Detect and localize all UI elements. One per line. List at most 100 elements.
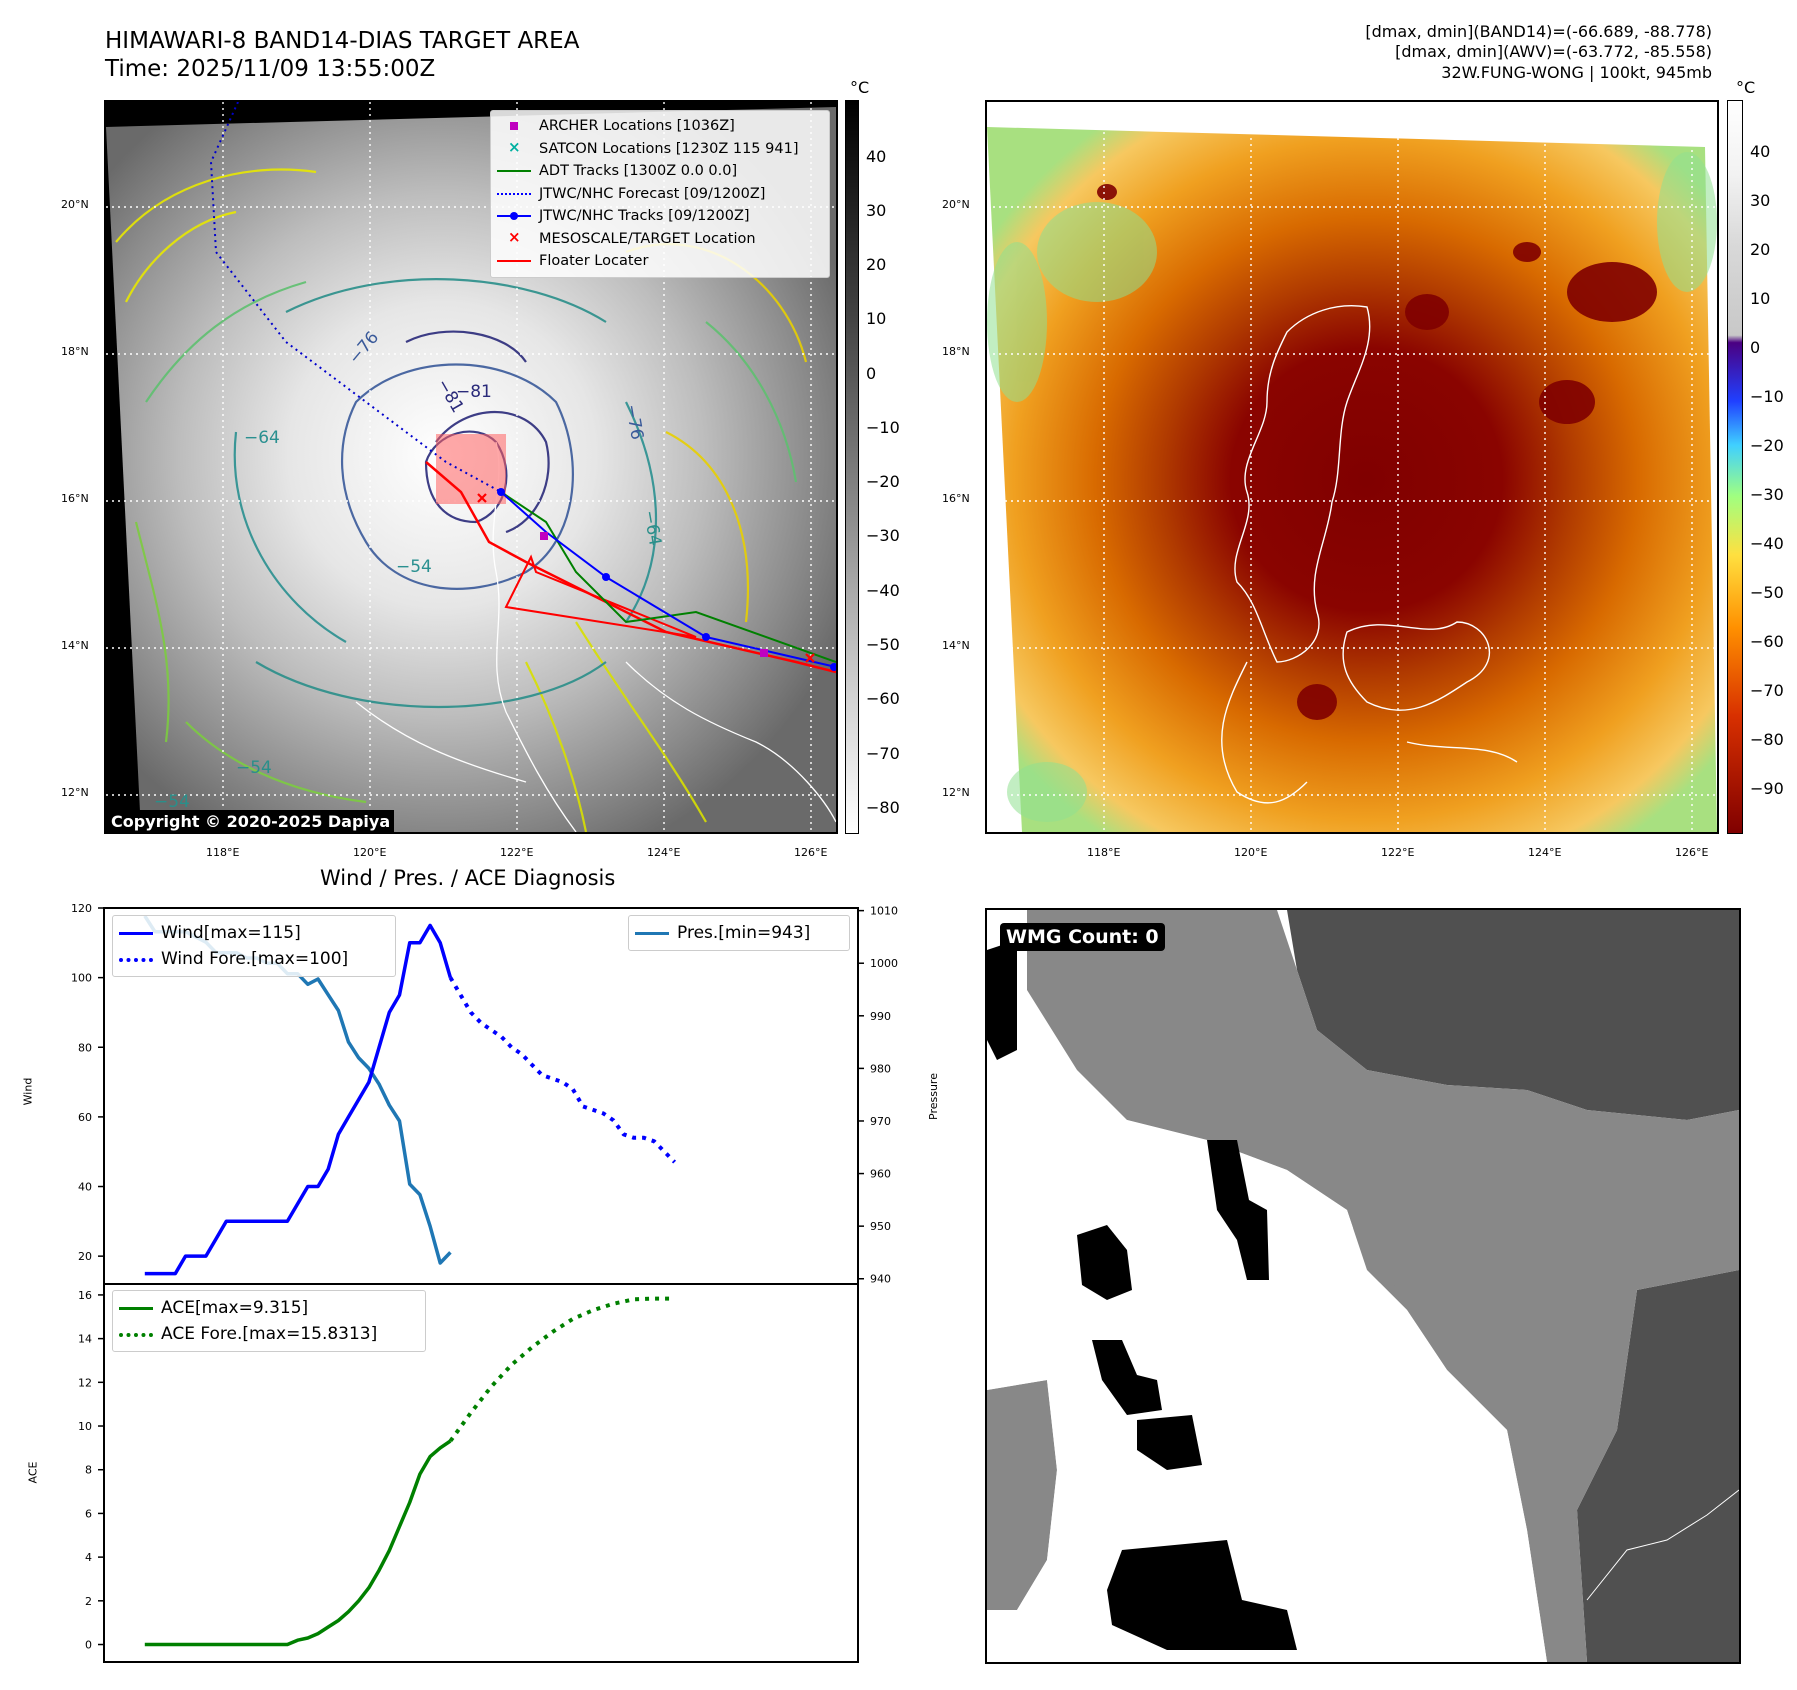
colorbar-tick: −10: [1750, 387, 1784, 406]
legend-item-ace-forecast: ACE Fore.[max=15.8313]: [119, 1321, 419, 1347]
legend-item-jtwc-tracks: JTWC/NHC Tracks [09/1200Z]: [497, 205, 823, 228]
legend-item-wind: Wind[max=115]: [119, 920, 389, 946]
legend-item-wind-forecast: Wind Fore.[max=100]: [119, 946, 389, 972]
lat-label: 16°N: [942, 492, 970, 505]
colorbar-tick: 0: [866, 364, 877, 383]
contour-label: −54: [396, 557, 432, 577]
colorbar-tick: −70: [1750, 681, 1784, 700]
ace-tick-label: 2: [85, 1595, 92, 1608]
lon-label: 120°E: [353, 846, 387, 859]
legend-item-pressure: Pres.[min=943]: [635, 920, 843, 946]
pressure-legend: Pres.[min=943]: [628, 915, 850, 951]
copyright: Copyright © 2020-2025 Dapiya: [107, 810, 395, 832]
ace-series-line: [144, 1439, 452, 1647]
lon-label: 122°E: [500, 846, 534, 859]
lon-label: 120°E: [1234, 846, 1268, 859]
dotted-line-icon: [497, 187, 531, 201]
ir-color-map: [985, 100, 1719, 834]
lon-label: 126°E: [794, 846, 828, 859]
colorbar-tick: 30: [866, 201, 887, 220]
lat-label: 18°N: [61, 345, 89, 358]
colorbar-tick: 10: [866, 309, 887, 328]
diagnosis-title: Wind / Pres. / ACE Diagnosis: [320, 866, 616, 890]
ace-tick-label: 12: [78, 1376, 92, 1389]
pressure-tick-label: 980: [870, 1062, 891, 1075]
wmg-graphic: [987, 910, 1739, 1662]
line-icon: [497, 254, 531, 268]
colorbar-tick: −80: [1750, 730, 1784, 749]
wind-forecast-series-line: [448, 976, 677, 1164]
line-icon: [119, 1301, 153, 1315]
lat-label: 14°N: [61, 639, 89, 652]
colorbar-unit: °C: [1736, 78, 1756, 97]
ace-plot: [144, 1296, 675, 1647]
colorbar-tick: −20: [866, 472, 900, 491]
dotted-line-icon: [119, 952, 153, 966]
legend-item-satcon: × SATCON Locations [1230Z 115 941]: [497, 138, 823, 161]
colorbar-tick: −50: [1750, 583, 1784, 602]
pressure-axis-label: Pressure: [926, 1073, 940, 1120]
chart-time: Time: 2025/11/09 13:55:00Z: [105, 56, 436, 82]
lat-label: 12°N: [942, 786, 970, 799]
lat-label: 18°N: [942, 345, 970, 358]
line-icon: [119, 926, 153, 940]
colorbar-tick: −30: [866, 526, 900, 545]
colorbar-tick: 10: [1750, 289, 1771, 308]
colorbar-tick: 40: [866, 147, 887, 166]
chart-title: HIMAWARI-8 BAND14-DIAS TARGET AREA: [105, 28, 580, 54]
contour-label: −64: [244, 428, 280, 448]
colorbar-tick: −80: [866, 798, 900, 817]
colorbar-tick: −50: [866, 635, 900, 654]
square-marker-icon: [497, 119, 531, 133]
line-icon: [635, 926, 669, 940]
colorbar-tick: −60: [866, 689, 900, 708]
colorbar-tick: −40: [866, 581, 900, 600]
contour-label: −81: [456, 382, 492, 402]
colorbar-tick: −70: [866, 744, 900, 763]
lat-label: 16°N: [61, 492, 89, 505]
legend-item-mesoscale: × MESOSCALE/TARGET Location: [497, 228, 823, 251]
info-storm: 32W.FUNG-WONG | 100kt, 945mb: [1441, 63, 1712, 82]
wind-series-line: [144, 923, 453, 1276]
line-dot-icon: [497, 209, 531, 223]
line-icon: [497, 164, 531, 178]
wind-tick-label: 120: [71, 902, 92, 915]
info-band14-range: [dmax, dmin](BAND14)=(-66.689, -88.778): [1365, 22, 1712, 41]
legend-item-ace: ACE[max=9.315]: [119, 1295, 419, 1321]
colorbar-tick: −40: [1750, 534, 1784, 553]
ace-tick-label: 10: [78, 1420, 92, 1433]
ace-tick-label: 16: [78, 1289, 92, 1302]
wmg-count-badge: WMG Count: 0: [1000, 923, 1165, 951]
ace-forecast-series-line: [448, 1296, 675, 1443]
legend-item-archer: ARCHER Locations [1036Z]: [497, 115, 823, 138]
lat-label: 14°N: [942, 639, 970, 652]
wind-tick-label: 80: [78, 1041, 92, 1054]
ir-color-map-graphic: [987, 102, 1717, 832]
lat-label: 20°N: [942, 198, 970, 211]
colorbar-tick: −90: [1750, 779, 1784, 798]
lon-label: 122°E: [1381, 846, 1415, 859]
contour-label: −54: [154, 792, 190, 812]
pressure-tick-label: 940: [870, 1273, 891, 1286]
ace-tick-label: 0: [85, 1639, 92, 1652]
pressure-tick-label: 1000: [870, 957, 898, 970]
wind-legend: Wind[max=115] Wind Fore.[max=100]: [112, 915, 396, 977]
lon-label: 118°E: [1087, 846, 1121, 859]
lon-label: 118°E: [206, 846, 240, 859]
colorbar-tick: 0: [1750, 338, 1761, 357]
colorbar-tick: −20: [1750, 436, 1784, 455]
pressure-tick-label: 960: [870, 1168, 891, 1181]
pressure-tick-label: 970: [870, 1115, 891, 1128]
dotted-line-icon: [119, 1327, 153, 1341]
ir-contour-map: −81 −76 −81 −64 −76 −64 −54 −54 −54 ARCH…: [104, 100, 838, 834]
wind-tick-label: 100: [71, 972, 92, 985]
ace-legend: ACE[max=9.315] ACE Fore.[max=15.8313]: [112, 1290, 426, 1352]
color-colorbar: [1727, 100, 1743, 834]
legend-item-floater: Floater Locater: [497, 250, 823, 273]
legend-item-adt: ADT Tracks [1300Z 0.0 0.0]: [497, 160, 823, 183]
legend-item-jtwc-forecast: JTWC/NHC Forecast [09/1200Z]: [497, 183, 823, 206]
axis-ticks: 2040608010012094095096097098099010001010…: [71, 902, 898, 1652]
ace-tick-label: 6: [85, 1507, 92, 1520]
contour-label: −54: [236, 758, 272, 778]
grayscale-colorbar: [845, 100, 859, 834]
